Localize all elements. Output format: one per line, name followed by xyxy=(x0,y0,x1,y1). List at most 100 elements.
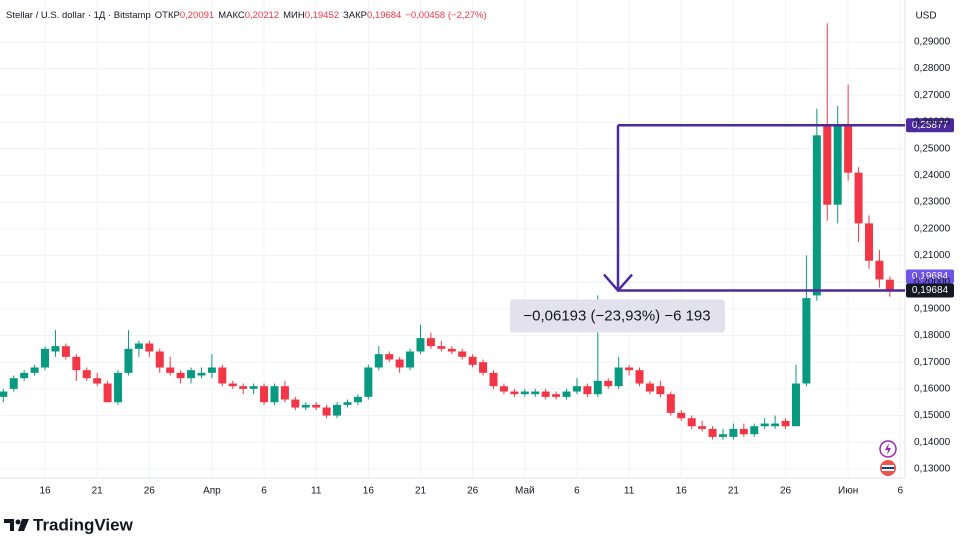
y-tick-label: 0,29000 xyxy=(914,37,951,48)
candle-body xyxy=(291,399,300,408)
candle-body xyxy=(541,391,550,397)
price-label-box xyxy=(906,269,954,284)
candle-body xyxy=(114,372,123,403)
candle-body xyxy=(458,351,467,357)
y-tick-label: 0,18000 xyxy=(914,330,951,341)
y-tick-label: 0,28000 xyxy=(914,63,951,74)
candle-body xyxy=(218,367,227,384)
candle-body xyxy=(781,420,790,427)
candle-body xyxy=(312,404,321,408)
y-tick-label: 0,24000 xyxy=(914,170,951,181)
candle-body xyxy=(270,386,279,403)
candle-body xyxy=(739,428,748,435)
candle-body xyxy=(260,386,269,403)
header-item: МАКС xyxy=(218,10,245,21)
candle-body xyxy=(374,354,383,368)
x-tick-label: 11 xyxy=(311,486,322,497)
header-item: 0,20091 xyxy=(180,10,214,21)
candle-body xyxy=(197,372,206,376)
candle-body xyxy=(134,343,143,349)
x-tick-label: Июн xyxy=(838,486,858,497)
candle-body xyxy=(155,351,164,368)
candle-body xyxy=(677,412,686,419)
candle-body xyxy=(552,394,561,397)
candle-body xyxy=(812,135,821,296)
candle-body xyxy=(854,172,863,224)
x-tick-label: 21 xyxy=(728,486,740,497)
candle-body xyxy=(249,386,258,389)
y-tick-label: 0,16000 xyxy=(914,383,951,394)
candle-body xyxy=(426,338,435,347)
candle-body xyxy=(124,348,133,373)
x-tick-label: 6 xyxy=(897,486,903,497)
y-tick-label: 0,13000 xyxy=(914,464,951,475)
y-tick-label: 0,14000 xyxy=(914,437,951,448)
candle-body xyxy=(885,279,894,291)
candle-body xyxy=(614,367,623,387)
candle-body xyxy=(625,367,634,371)
candle-body xyxy=(802,298,811,384)
candle-body xyxy=(718,434,727,437)
candle-body xyxy=(228,383,237,387)
y-tick-label: 0,22000 xyxy=(914,223,951,234)
price-label: 0,19684 xyxy=(912,285,949,296)
candle-body xyxy=(280,386,289,400)
candle-body xyxy=(103,383,112,403)
header-item: 0,19684 xyxy=(367,10,401,21)
y-tick-label: 0,21000 xyxy=(914,250,951,261)
header-item: ОТКР xyxy=(155,10,180,21)
header-item: Stellar / U.S. dollar · 1Д · Bitstamp xyxy=(6,10,151,21)
candle-body xyxy=(771,423,780,427)
alert-icon xyxy=(879,440,897,458)
candle-body xyxy=(791,383,800,427)
candle-body xyxy=(760,423,769,427)
candle-body xyxy=(708,428,717,437)
candle-body xyxy=(72,356,81,371)
y-tick-label: 0,25000 xyxy=(914,143,951,154)
overlay: −0,06193 (−23,93%) −6 1930,258770,196840… xyxy=(510,118,954,333)
x-tick-label: 16 xyxy=(676,486,688,497)
candle-body xyxy=(562,391,571,397)
candle-body xyxy=(635,370,644,384)
candle-body xyxy=(875,260,884,280)
candle-body xyxy=(395,359,404,368)
candle-body xyxy=(698,426,707,429)
x-tick-label: 16 xyxy=(363,486,375,497)
header: Stellar / U.S. dollar · 1Д · Bitstamp ОТК… xyxy=(6,10,487,21)
plot xyxy=(0,23,894,440)
candle-body xyxy=(666,394,675,413)
x-tick-label: 16 xyxy=(39,486,51,497)
price-label: 0,25877 xyxy=(912,120,949,131)
candle-body xyxy=(145,343,154,352)
flag-icon xyxy=(880,460,896,476)
candle-body xyxy=(520,391,529,395)
candle-body xyxy=(844,124,853,173)
header-item: ЗАКР xyxy=(343,10,367,21)
candle-body xyxy=(833,124,842,205)
candle-body xyxy=(864,223,873,261)
header-item: −0,00458 (−2,27%) xyxy=(405,10,486,21)
x-tick-label: 26 xyxy=(144,486,156,497)
candle-body xyxy=(416,338,425,352)
candle-body xyxy=(510,391,519,395)
candle-body xyxy=(572,386,581,392)
candle-body xyxy=(604,380,613,387)
x-tick-label: 6 xyxy=(261,486,267,497)
candle-body xyxy=(583,386,592,395)
candle-body xyxy=(729,428,738,437)
measure-box xyxy=(510,299,725,333)
candle-body xyxy=(239,386,248,389)
candle-body xyxy=(489,372,498,387)
header-item: 0,20212 xyxy=(245,10,279,21)
y-tick-label: 0,19000 xyxy=(914,303,951,314)
price-label-box xyxy=(906,118,954,133)
candle-body xyxy=(656,386,665,395)
candle-body xyxy=(93,378,102,384)
candle-body xyxy=(645,383,654,392)
header-item: МИН xyxy=(283,10,305,21)
x-tick-label: Май xyxy=(515,486,535,497)
candle-body xyxy=(82,370,91,379)
